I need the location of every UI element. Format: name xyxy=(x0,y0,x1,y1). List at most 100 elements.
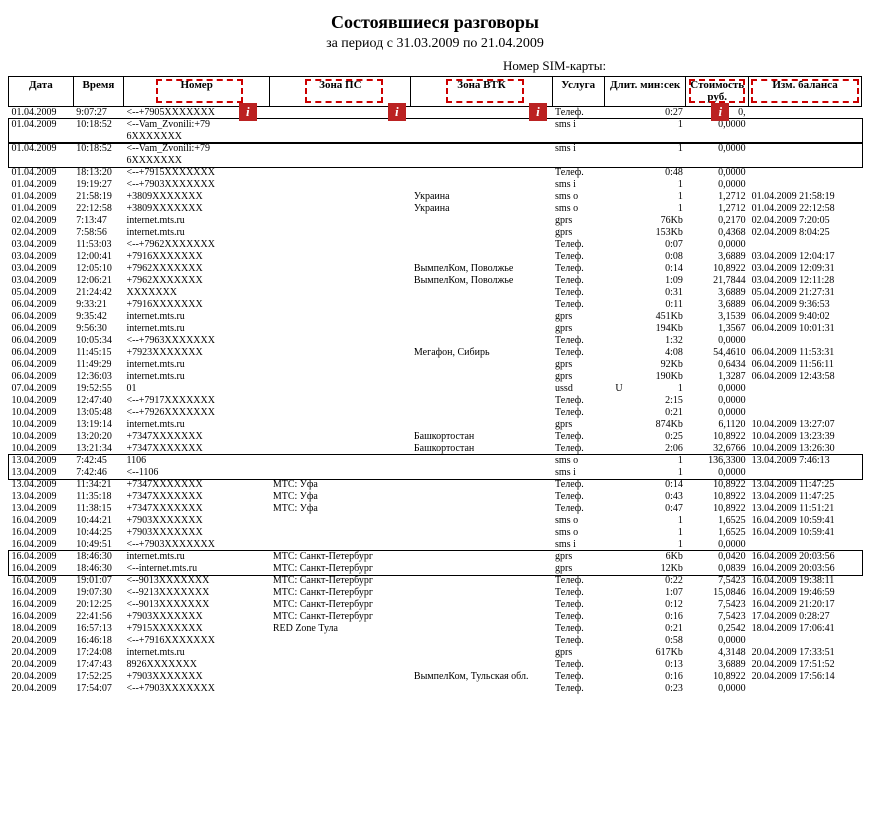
table-row: 01.04.200919:19:27<--+7903XXXXXXXsms i10… xyxy=(9,179,862,191)
cell-zona_ps xyxy=(270,659,411,671)
cell-number: +7903XXXXXXX xyxy=(123,515,269,527)
cell-zona_ps: МТС: Санкт-Петербург xyxy=(270,611,411,623)
cell-number: <--9213XXXXXXX xyxy=(123,587,269,599)
table-row: 06.04.200911:49:29internet.mts.rugprs92K… xyxy=(9,359,862,371)
cell-dur: 0:16 xyxy=(634,611,686,623)
cell-cost: 4,3148 xyxy=(686,647,749,659)
cell-zona_ps xyxy=(270,263,411,275)
cell-zona_vtk xyxy=(411,491,552,503)
cell-number: 01 xyxy=(123,383,269,395)
cell-dur: 0:25 xyxy=(634,431,686,443)
table-row: 20.04.200916:46:18<--+7916XXXXXXXТелеф.0… xyxy=(9,635,862,647)
cell-date: 06.04.2009 xyxy=(9,323,74,335)
cell-service: gprs xyxy=(552,551,604,563)
cell-zona_ps xyxy=(270,227,411,239)
table-row: 13.04.200911:38:15+7347XXXXXXXМТС: УфаТе… xyxy=(9,503,862,515)
table-row: 16.04.200919:01:07<--9013XXXXXXXМТС: Сан… xyxy=(9,575,862,587)
table-row: 10.04.200913:20:20+7347XXXXXXXБашкортост… xyxy=(9,431,862,443)
info-badge-icon: i xyxy=(711,103,729,121)
cell-number: internet.mts.ru xyxy=(123,323,269,335)
table-row: 03.04.200912:05:10+7962XXXXXXXВымпелКом,… xyxy=(9,263,862,275)
cell-number: <--9013XXXXXXX xyxy=(123,575,269,587)
cell-cost: 0,0420 xyxy=(686,551,749,563)
cell-bal: 01.04.2009 22:12:58 xyxy=(749,203,862,215)
cell-cost: 15,0846 xyxy=(686,587,749,599)
cell-zona_ps xyxy=(270,671,411,683)
table-row: 18.04.200916:57:13+7915XXXXXXXRED Zone Т… xyxy=(9,623,862,635)
table-row: 10.04.200913:05:48<--+7926XXXXXXXТелеф.0… xyxy=(9,407,862,419)
cell-zona_ps xyxy=(270,431,411,443)
cell-date: 03.04.2009 xyxy=(9,275,74,287)
cell-durlab xyxy=(604,407,633,419)
cell-zona_ps xyxy=(270,359,411,371)
table-row: 16.04.200922:41:56+7903XXXXXXXМТС: Санкт… xyxy=(9,611,862,623)
cell-time: 16:46:18 xyxy=(73,635,123,647)
cell-bal: 13.04.2009 11:47:25 xyxy=(749,491,862,503)
cell-bal xyxy=(749,683,862,695)
cell-cost: 0,0000 xyxy=(686,635,749,647)
table-row: 03.04.200912:06:21+7962XXXXXXXВымпелКом,… xyxy=(9,275,862,287)
cell-durlab xyxy=(604,431,633,443)
cell-bal xyxy=(749,335,862,347)
table-row: 07.04.200919:52:5501ussdU10,0000 xyxy=(9,383,862,395)
cell-service: Телеф. xyxy=(552,251,604,263)
cell-number: <--+7903XXXXXXX xyxy=(123,179,269,191)
table-row: 6XXXXXXX xyxy=(9,155,862,167)
cell-date: 13.04.2009 xyxy=(9,479,74,491)
cell-service: sms o xyxy=(552,515,604,527)
cell-bal: 17.04.2009 0:28:27 xyxy=(749,611,862,623)
cell-service: gprs xyxy=(552,323,604,335)
cell-durlab xyxy=(604,347,633,359)
cell-dur: 0:31 xyxy=(634,287,686,299)
cell-date: 10.04.2009 xyxy=(9,407,74,419)
cell-service: Телеф. xyxy=(552,443,604,455)
cell-dur: 0:13 xyxy=(634,659,686,671)
cell-service: Телеф. xyxy=(552,575,604,587)
cell-zona_ps xyxy=(270,179,411,191)
table-row: 13.04.20097:42:451106sms o1136,330013.04… xyxy=(9,455,862,467)
cell-time: 10:18:52 xyxy=(73,119,123,131)
cell-durlab xyxy=(604,395,633,407)
cell-number: <--Vam_Zvonili:+79 xyxy=(123,143,269,155)
cell-zona_ps xyxy=(270,323,411,335)
cell-date: 01.04.2009 xyxy=(9,107,74,120)
cell-durlab xyxy=(604,587,633,599)
cell-date: 05.04.2009 xyxy=(9,287,74,299)
cell-date: 06.04.2009 xyxy=(9,359,74,371)
cell-number: +7347XXXXXXX xyxy=(123,491,269,503)
cell-cost: 7,5423 xyxy=(686,611,749,623)
cell-dur: 92Kb xyxy=(634,359,686,371)
table-row: 01.04.200910:18:52<--Vam_Zvonili:+79sms … xyxy=(9,143,862,155)
cell-number: 6XXXXXXX xyxy=(123,131,269,143)
cell-durlab xyxy=(604,539,633,551)
cell-zona_ps xyxy=(270,335,411,347)
cell-cost: 0,0000 xyxy=(686,407,749,419)
cell-cost: 0,0000 xyxy=(686,383,749,395)
table-row: 05.04.200921:24:42XXXXXXXТелеф.0:313,688… xyxy=(9,287,862,299)
cell-dur: 1:09 xyxy=(634,275,686,287)
cell-zona_vtk xyxy=(411,239,552,251)
cell-bal: 13.04.2009 7:46:13 xyxy=(749,455,862,467)
cell-number: <--+7916XXXXXXX xyxy=(123,635,269,647)
cell-zona_ps xyxy=(270,275,411,287)
cell-time: 19:19:27 xyxy=(73,179,123,191)
cell-zona_ps xyxy=(270,215,411,227)
cell-dur: 1 xyxy=(634,467,686,479)
cell-zona_vtk: Украина xyxy=(411,203,552,215)
cell-cost: 0,0000 xyxy=(686,467,749,479)
cell-date: 13.04.2009 xyxy=(9,467,74,479)
cell-cost: 7,5423 xyxy=(686,575,749,587)
cell-time: 18:13:20 xyxy=(73,167,123,179)
cell-cost: 54,4610 xyxy=(686,347,749,359)
cell-time: 10:18:52 xyxy=(73,143,123,155)
table-row: 13.04.200911:34:21+7347XXXXXXXМТС: УфаТе… xyxy=(9,479,862,491)
cell-zona_vtk xyxy=(411,335,552,347)
cell-time: 17:52:25 xyxy=(73,671,123,683)
cell-date: 18.04.2009 xyxy=(9,623,74,635)
cell-zona_vtk xyxy=(411,503,552,515)
cell-cost: 10,8922 xyxy=(686,479,749,491)
cell-time: 12:47:40 xyxy=(73,395,123,407)
cell-dur: 153Kb xyxy=(634,227,686,239)
cell-durlab xyxy=(604,563,633,575)
cell-zona_vtk: ВымпелКом, Поволжье xyxy=(411,275,552,287)
